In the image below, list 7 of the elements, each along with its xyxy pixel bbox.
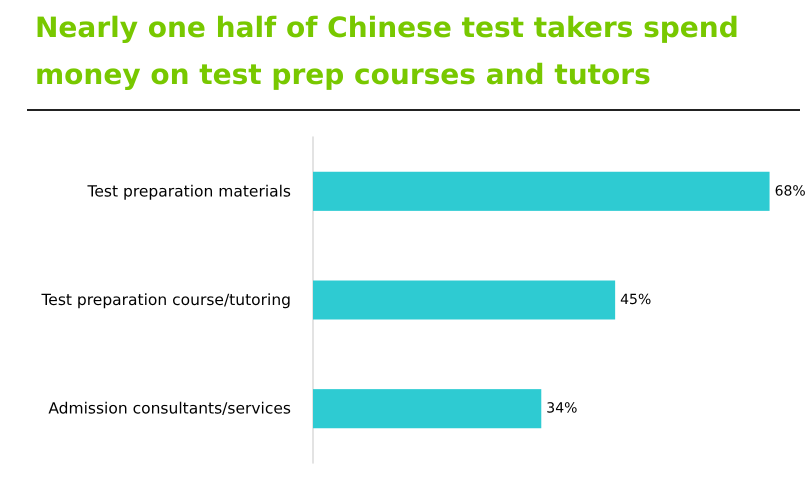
y-tick-label: Test preparation course/tutoring xyxy=(40,291,291,309)
data-label: 34% xyxy=(546,400,578,417)
data-label: 68% xyxy=(774,183,806,200)
data-label: 45% xyxy=(620,292,652,308)
y-tick-label: Test preparation materials xyxy=(86,182,291,200)
chart-title: Nearly one half of Chinese test takers spend money on test prep courses and tutors xyxy=(35,10,740,93)
y-tick-label: Admission consultants/services xyxy=(48,400,291,418)
